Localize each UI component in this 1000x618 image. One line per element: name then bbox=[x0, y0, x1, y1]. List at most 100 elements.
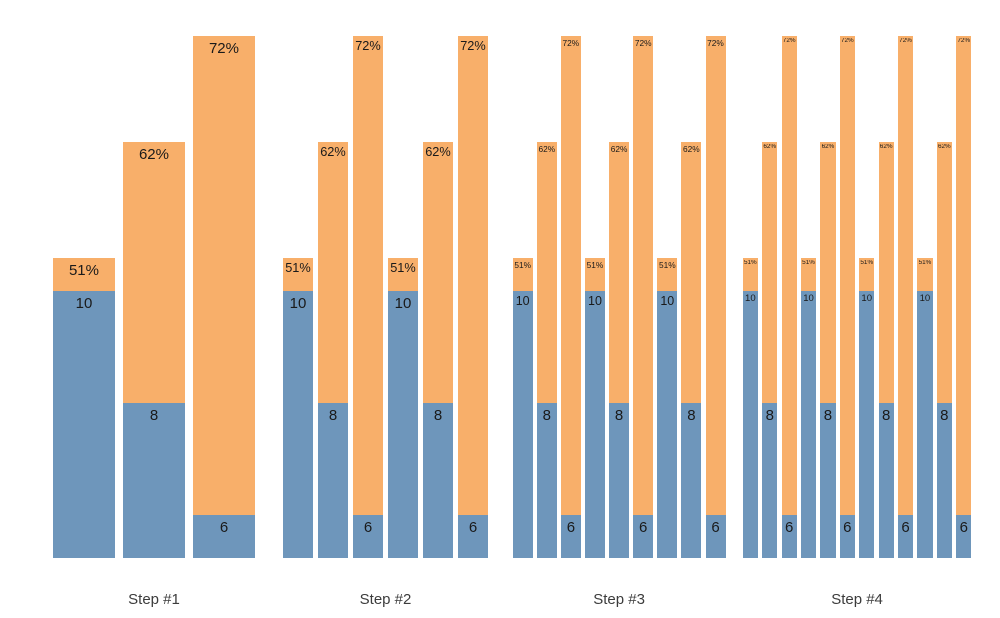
bar-value-label: 8 bbox=[823, 408, 833, 424]
bar-value-label: 8 bbox=[765, 408, 774, 424]
bar-segment-bottom bbox=[859, 291, 875, 558]
bar-percent-label: 51% bbox=[68, 263, 99, 279]
bar-segment-top bbox=[512, 258, 533, 291]
bar-segment-bottom bbox=[917, 291, 933, 558]
bar-value-label: 10 bbox=[75, 296, 93, 312]
bar-segment-bottom bbox=[422, 403, 454, 558]
bar-percent-label: 51% bbox=[918, 260, 932, 267]
bar-segment-top bbox=[800, 258, 817, 291]
bar-segment-top bbox=[897, 36, 914, 515]
bar-percent-label: 62% bbox=[610, 144, 628, 154]
bar-segment-bottom bbox=[192, 515, 256, 558]
bar-value-label: 8 bbox=[687, 408, 696, 424]
bar-percent-label: 62% bbox=[683, 144, 700, 154]
bar-segment-bottom bbox=[387, 291, 419, 558]
group-label-2: Step #2 bbox=[359, 591, 412, 608]
bar-segment-top bbox=[317, 142, 349, 403]
bar-value-label: 6 bbox=[711, 520, 720, 536]
bar-segment-bottom bbox=[936, 403, 952, 558]
group-label-3: Step #3 bbox=[593, 591, 645, 608]
bar-segment-top bbox=[917, 258, 933, 291]
bar-value-label: 6 bbox=[843, 520, 852, 536]
bar-segment-top bbox=[387, 258, 419, 291]
bar-segment-top bbox=[422, 142, 454, 403]
bar-percent-label: 72% bbox=[840, 38, 854, 45]
bar-segment-top bbox=[839, 36, 855, 515]
bar-segment-top bbox=[122, 142, 186, 403]
bar-percent-label: 51% bbox=[586, 260, 604, 270]
bar-segment-bottom bbox=[839, 515, 855, 558]
bar-percent-label: 62% bbox=[821, 144, 835, 151]
bar-segment-bottom bbox=[457, 515, 489, 558]
bar-segment-bottom bbox=[282, 291, 314, 558]
bar-percent-label: 72% bbox=[208, 41, 239, 57]
bar-segment-bottom bbox=[897, 515, 914, 558]
bar-segment-top bbox=[742, 258, 758, 291]
bar-percent-label: 72% bbox=[899, 38, 912, 45]
bar-segment-top bbox=[936, 142, 952, 403]
bar-value-label: 10 bbox=[588, 295, 602, 308]
bar-segment-bottom bbox=[800, 291, 817, 558]
bar-segment-top bbox=[352, 36, 384, 515]
bar-value-label: 8 bbox=[433, 408, 443, 424]
bar-segment-bottom bbox=[317, 403, 349, 558]
bar-percent-label: 62% bbox=[937, 144, 951, 151]
bar-value-label: 6 bbox=[468, 520, 478, 536]
bar-segment-bottom bbox=[585, 291, 605, 558]
bar-value-label: 10 bbox=[803, 294, 814, 304]
bar-value-label: 6 bbox=[566, 520, 576, 536]
bar-segment-bottom bbox=[681, 403, 702, 558]
bar-percent-label: 51% bbox=[390, 262, 416, 276]
bar-segment-top bbox=[585, 258, 605, 291]
bar-segment-bottom bbox=[878, 403, 894, 558]
bar-percent-label: 62% bbox=[425, 146, 451, 160]
bar-segment-top bbox=[657, 258, 678, 291]
bar-value-label: 8 bbox=[940, 408, 949, 424]
group-label-1: Step #1 bbox=[128, 591, 180, 608]
bar-value-label: 6 bbox=[363, 520, 373, 536]
bar-segment-bottom bbox=[742, 291, 758, 558]
bar-value-label: 10 bbox=[515, 295, 530, 308]
bar-segment-top bbox=[820, 142, 836, 403]
group-label-4: Step #4 bbox=[831, 591, 883, 608]
bar-percent-label: 51% bbox=[514, 260, 532, 270]
bar-segment-bottom bbox=[536, 403, 557, 558]
bar-segment-top bbox=[52, 258, 116, 291]
bar-segment-bottom bbox=[633, 515, 654, 558]
bar-segment-top bbox=[609, 142, 630, 403]
bar-percent-label: 72% bbox=[634, 38, 652, 48]
bar-value-label: 10 bbox=[394, 296, 412, 312]
bar-percent-label: 62% bbox=[538, 144, 556, 154]
bar-segment-bottom bbox=[781, 515, 797, 558]
bar-segment-bottom bbox=[609, 403, 630, 558]
bar-segment-top bbox=[192, 36, 256, 515]
bar-value-label: 6 bbox=[219, 520, 229, 536]
bar-percent-label: 72% bbox=[707, 38, 724, 48]
bar-segment-top bbox=[457, 36, 489, 515]
bar-segment-top bbox=[681, 142, 702, 403]
bar-percent-label: 51% bbox=[658, 260, 676, 270]
bar-percent-label: 72% bbox=[562, 38, 580, 48]
bar-segment-bottom bbox=[52, 291, 116, 558]
bar-segment-top bbox=[956, 36, 972, 515]
bar-percent-label: 72% bbox=[957, 38, 971, 45]
bar-percent-label: 62% bbox=[879, 144, 893, 151]
bar-segment-bottom bbox=[352, 515, 384, 558]
bar-segment-bottom bbox=[560, 515, 581, 558]
bar-value-label: 10 bbox=[745, 294, 756, 304]
bar-percent-label: 51% bbox=[743, 260, 757, 267]
bar-segment-top bbox=[859, 258, 875, 291]
bar-percent-label: 72% bbox=[782, 38, 796, 45]
bar-segment-bottom bbox=[657, 291, 678, 558]
bar-segment-top bbox=[282, 258, 314, 291]
bar-percent-label: 51% bbox=[285, 262, 311, 276]
bar-value-label: 8 bbox=[542, 408, 551, 424]
bar-percent-label: 62% bbox=[320, 146, 346, 160]
bar-segment-top bbox=[762, 142, 778, 403]
bar-segment-bottom bbox=[705, 515, 726, 558]
bar-value-label: 10 bbox=[289, 296, 307, 312]
bar-value-label: 6 bbox=[639, 520, 648, 536]
bar-segment-top bbox=[633, 36, 654, 515]
bar-value-label: 8 bbox=[881, 408, 891, 424]
